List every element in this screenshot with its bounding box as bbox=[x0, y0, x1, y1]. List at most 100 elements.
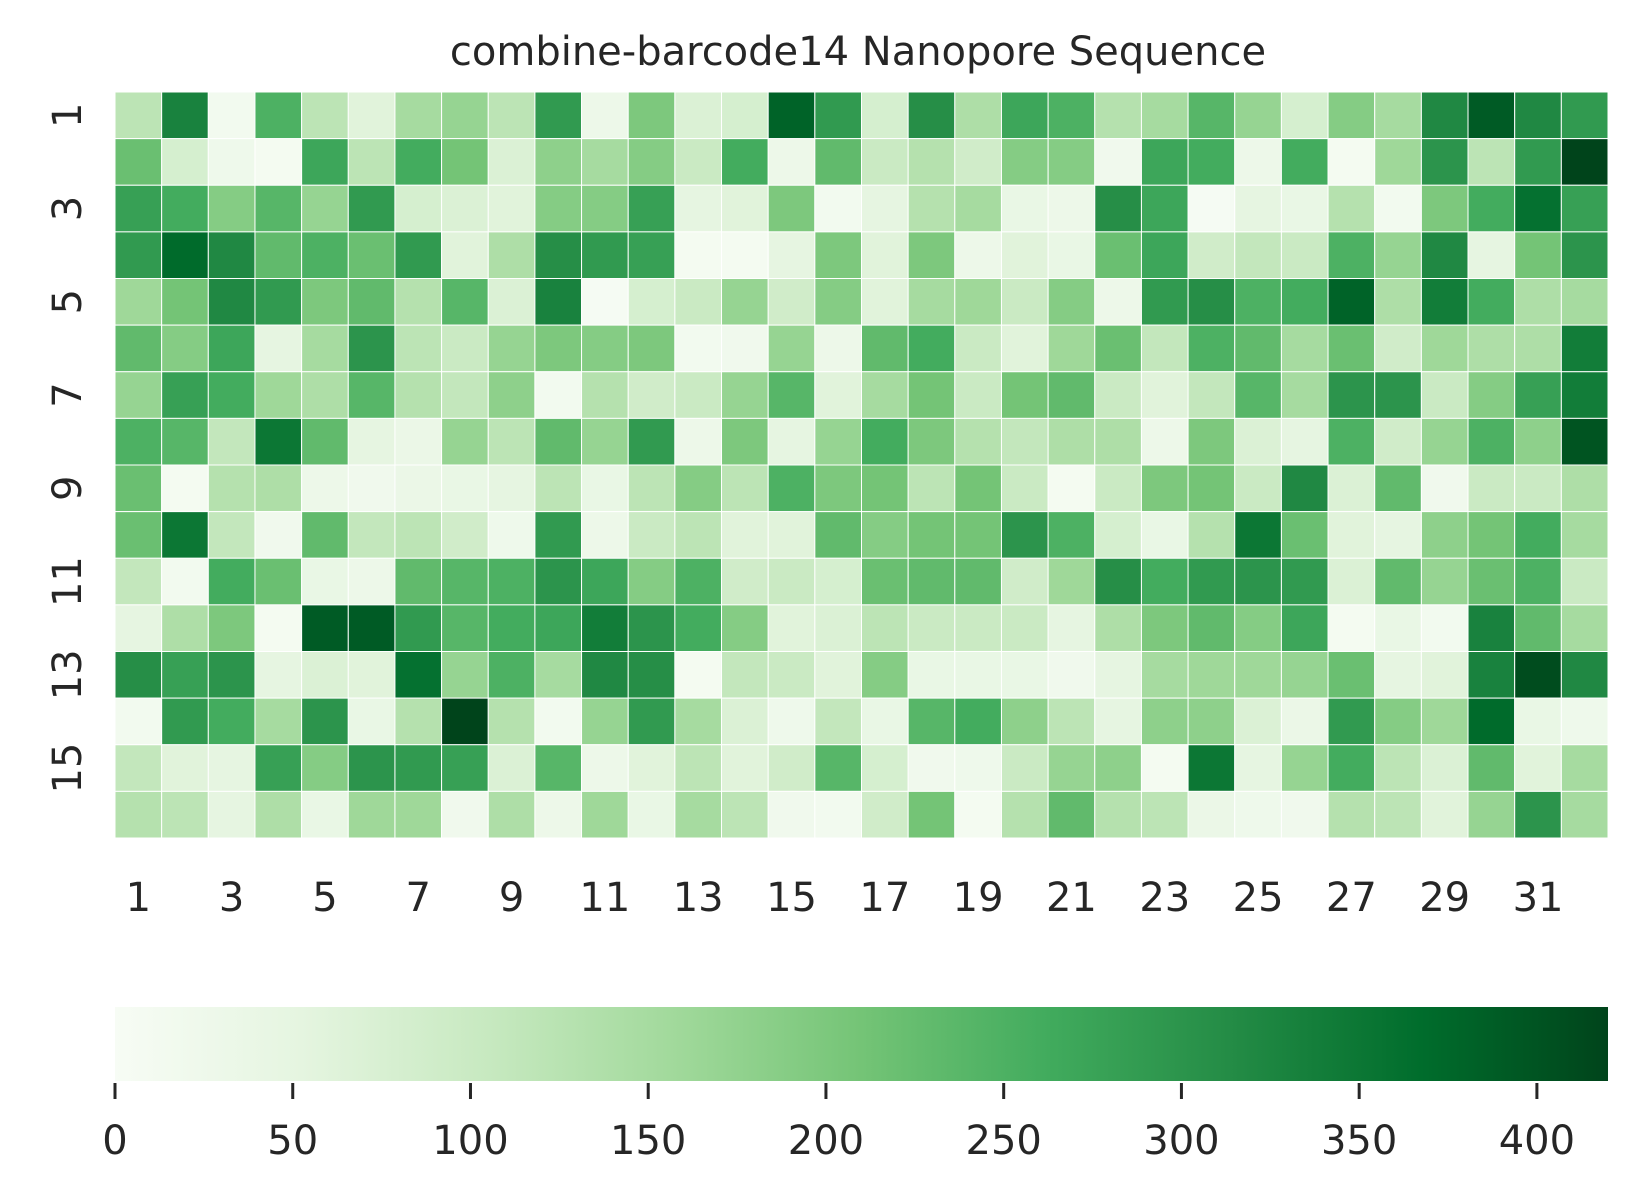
heatmap-cell bbox=[674, 91, 723, 140]
heatmap-cell bbox=[1094, 790, 1142, 839]
heatmap-cell bbox=[1094, 278, 1142, 326]
heatmap-cell bbox=[1374, 790, 1422, 839]
heatmap-cell bbox=[954, 231, 1002, 280]
colorbar-tick-label: 0 bbox=[102, 1118, 127, 1164]
heatmap-cell bbox=[1280, 184, 1329, 233]
heatmap-cell bbox=[1514, 371, 1562, 419]
heatmap-cell bbox=[441, 324, 489, 373]
heatmap-cell bbox=[1374, 651, 1422, 699]
heatmap-cell bbox=[1047, 790, 1096, 839]
heatmap-cell bbox=[581, 744, 629, 792]
heatmap-cell bbox=[1327, 324, 1376, 373]
heatmap-cell bbox=[1327, 231, 1376, 280]
heatmap-cell bbox=[1514, 417, 1562, 466]
heatmap-cell bbox=[441, 184, 489, 233]
heatmap-cell bbox=[1467, 464, 1516, 513]
heatmap-cell bbox=[907, 278, 956, 326]
heatmap-cell bbox=[301, 790, 349, 839]
heatmap-cell bbox=[674, 557, 723, 606]
heatmap-cell bbox=[347, 91, 396, 140]
heatmap-cell bbox=[1374, 464, 1422, 513]
x-tick-label: 19 bbox=[953, 875, 1004, 921]
heatmap-cell bbox=[954, 371, 1002, 419]
heatmap-cell bbox=[1234, 324, 1282, 373]
heatmap-cell bbox=[721, 371, 769, 419]
heatmap-cell bbox=[394, 697, 443, 746]
heatmap-cell bbox=[441, 511, 489, 559]
heatmap-cell bbox=[907, 138, 956, 186]
heatmap-cell bbox=[441, 557, 489, 606]
heatmap-cell bbox=[1094, 697, 1142, 746]
heatmap-cell bbox=[1047, 278, 1096, 326]
heatmap-cell bbox=[767, 604, 816, 653]
heatmap-cell bbox=[1140, 651, 1189, 699]
heatmap-cell bbox=[487, 138, 536, 186]
heatmap-cell bbox=[1000, 744, 1049, 792]
x-tick-label: 27 bbox=[1326, 875, 1377, 921]
heatmap-cell bbox=[1094, 417, 1142, 466]
heatmap-cell bbox=[1187, 184, 1236, 233]
heatmap-cell bbox=[721, 557, 769, 606]
heatmap-cell bbox=[1094, 324, 1142, 373]
heatmap-cell bbox=[674, 371, 723, 419]
heatmap-cell bbox=[1374, 138, 1422, 186]
heatmap-cell bbox=[394, 744, 443, 792]
heatmap-cell bbox=[254, 371, 303, 419]
heatmap-cell bbox=[674, 324, 723, 373]
heatmap-cell bbox=[301, 138, 349, 186]
heatmap-cell bbox=[627, 651, 676, 699]
heatmap-cell bbox=[627, 184, 676, 233]
heatmap-grid bbox=[114, 91, 1609, 839]
heatmap-cell bbox=[1467, 744, 1516, 792]
heatmap-cell bbox=[1047, 324, 1096, 373]
heatmap-cell bbox=[721, 697, 769, 746]
heatmap-cell bbox=[1280, 371, 1329, 419]
heatmap-cell bbox=[1514, 790, 1562, 839]
x-tick-label: 1 bbox=[126, 875, 151, 921]
heatmap-cell bbox=[114, 697, 163, 746]
heatmap-cell bbox=[1047, 417, 1096, 466]
heatmap-cell bbox=[301, 604, 349, 653]
heatmap-cell bbox=[627, 790, 676, 839]
y-tick-label: 5 bbox=[45, 289, 91, 314]
heatmap-cell bbox=[254, 651, 303, 699]
heatmap-cell bbox=[1000, 697, 1049, 746]
heatmap-cell bbox=[534, 417, 583, 466]
heatmap-cell bbox=[1420, 464, 1469, 513]
heatmap-cell bbox=[441, 604, 489, 653]
heatmap-cell bbox=[534, 651, 583, 699]
heatmap-cell bbox=[1467, 278, 1516, 326]
heatmap-cell bbox=[1467, 417, 1516, 466]
heatmap-cell bbox=[254, 184, 303, 233]
heatmap-cell bbox=[674, 511, 723, 559]
colorbar-tick-label: 250 bbox=[966, 1118, 1042, 1164]
heatmap-cell bbox=[1280, 324, 1329, 373]
heatmap-cell bbox=[627, 371, 676, 419]
heatmap-cell bbox=[1140, 324, 1189, 373]
heatmap-cell bbox=[1187, 138, 1236, 186]
heatmap-cell bbox=[441, 790, 489, 839]
heatmap-cell bbox=[861, 184, 909, 233]
heatmap-cell bbox=[1047, 557, 1096, 606]
heatmap-cell bbox=[394, 651, 443, 699]
heatmap-cell bbox=[114, 138, 163, 186]
heatmap-cell bbox=[1187, 417, 1236, 466]
heatmap-cell bbox=[1560, 790, 1609, 839]
heatmap-cell bbox=[1420, 371, 1469, 419]
heatmap-cell bbox=[114, 278, 163, 326]
heatmap-cell bbox=[767, 464, 816, 513]
heatmap-cell bbox=[1047, 138, 1096, 186]
heatmap-cell bbox=[1560, 651, 1609, 699]
heatmap-cell bbox=[1280, 790, 1329, 839]
colorbar-tick-label: 100 bbox=[432, 1118, 508, 1164]
heatmap-cell bbox=[907, 231, 956, 280]
heatmap-cell bbox=[347, 604, 396, 653]
heatmap-cell bbox=[1187, 91, 1236, 140]
heatmap-cell bbox=[954, 138, 1002, 186]
heatmap-cell bbox=[347, 464, 396, 513]
heatmap-cell bbox=[441, 417, 489, 466]
heatmap-cell bbox=[1234, 464, 1282, 513]
heatmap-cell bbox=[487, 324, 536, 373]
heatmap-cell bbox=[767, 231, 816, 280]
x-tick-label: 17 bbox=[859, 875, 910, 921]
